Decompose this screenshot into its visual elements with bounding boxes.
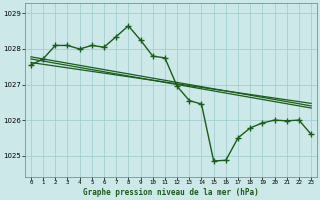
X-axis label: Graphe pression niveau de la mer (hPa): Graphe pression niveau de la mer (hPa) [83, 188, 259, 197]
